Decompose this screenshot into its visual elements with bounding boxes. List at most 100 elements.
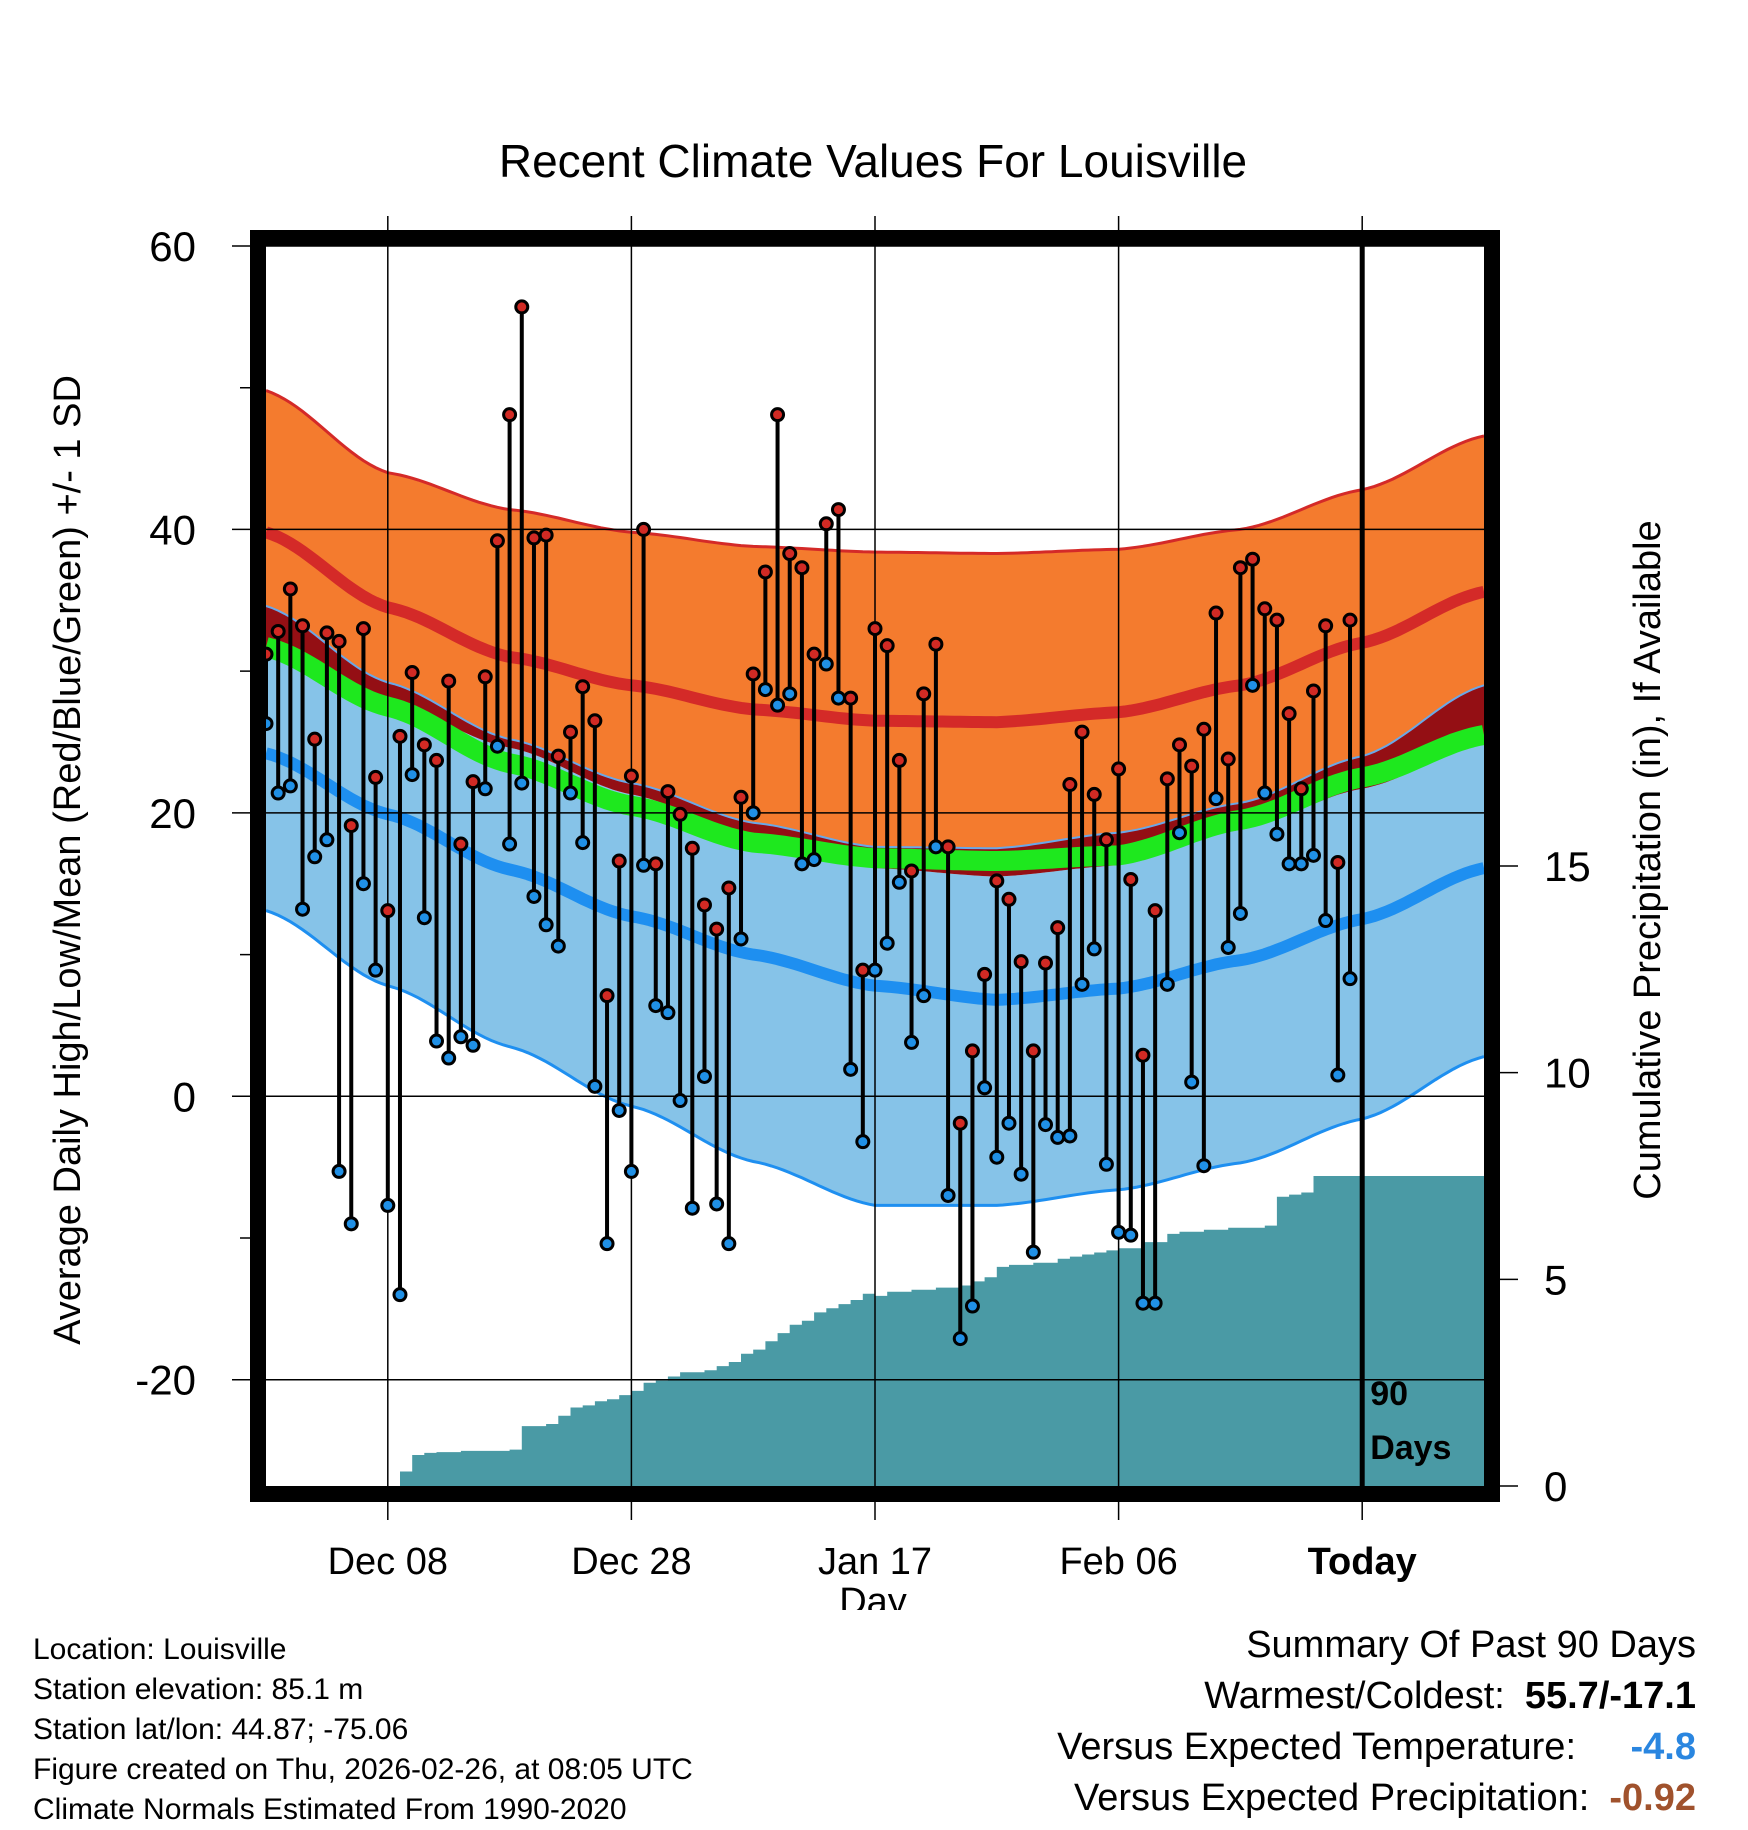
daily-high-point (1111, 761, 1127, 777)
x-tick-label: Jan 17 (818, 1541, 932, 1583)
daily-high-point (1038, 955, 1054, 971)
daily-low-point (1098, 1156, 1114, 1172)
daily-low-point (1196, 1158, 1212, 1174)
daily-high-point (709, 921, 725, 937)
daily-high-point (1086, 786, 1102, 802)
daily-high-point (1342, 612, 1358, 628)
temp-anomaly-label: Versus Expected Temperature: (1057, 1726, 1576, 1768)
daily-high-point (745, 666, 761, 682)
daily-high-point (1196, 721, 1212, 737)
daily-high-point (1074, 724, 1090, 740)
daily-low-point (295, 901, 311, 917)
daily-low-point (453, 1029, 469, 1045)
latlon-text: Station lat/lon: 44.87; -75.06 (33, 1713, 409, 1746)
daily-low-point (1111, 1224, 1127, 1240)
summary-warm-cold: Warmest/Coldest: 55.7/-17.1 (1057, 1671, 1696, 1722)
daily-low-point (757, 682, 773, 698)
y2-tick-label: 15 (1544, 843, 1591, 890)
daily-low-point (343, 1216, 359, 1232)
daily-high-point (282, 581, 298, 597)
location-text: Location: Louisville (33, 1633, 287, 1666)
daily-high-point (587, 713, 603, 729)
daily-high-point (684, 840, 700, 856)
daily-high-point (1147, 903, 1163, 919)
daily-low-point (806, 852, 822, 868)
daily-high-point (1305, 683, 1321, 699)
daily-low-point (1293, 856, 1309, 872)
daily-low-point (855, 1134, 871, 1150)
daily-high-point (855, 962, 871, 978)
today-days-number: 90 (1370, 1375, 1408, 1413)
daily-low-point (721, 1236, 737, 1252)
daily-high-point (672, 806, 688, 822)
daily-low-point (977, 1080, 993, 1096)
daily-low-point (684, 1200, 700, 1216)
daily-low-point (1342, 971, 1358, 987)
daily-low-point (879, 935, 895, 951)
daily-high-point (380, 903, 396, 919)
daily-low-point (636, 857, 652, 873)
daily-high-point (1172, 737, 1187, 753)
daily-low-point (1013, 1166, 1029, 1182)
daily-high-point (964, 1043, 980, 1059)
daily-high-point (1013, 954, 1029, 970)
daily-high-point (550, 748, 566, 764)
daily-high-point (1135, 1047, 1151, 1063)
daily-low-point (709, 1196, 725, 1212)
elevation-text: Station elevation: 85.1 m (33, 1673, 364, 1706)
daily-low-point (696, 1068, 712, 1084)
chart-title: Recent Climate Values For Louisville (499, 135, 1247, 187)
daily-low-point (1281, 856, 1297, 872)
daily-low-point (1220, 939, 1236, 955)
summary-precip: Versus Expected Precipitation: -0.92 (1057, 1773, 1696, 1824)
daily-high-point (526, 530, 542, 546)
daily-high-point (1098, 832, 1114, 848)
daily-low-point (307, 849, 323, 865)
daily-low-point (441, 1050, 457, 1066)
daily-high-point (489, 533, 505, 549)
daily-high-point (1123, 871, 1139, 887)
daily-high-point (1001, 891, 1017, 907)
daily-high-point (355, 621, 371, 637)
daily-high-point (392, 728, 408, 744)
daily-low-point (1232, 905, 1248, 921)
daily-low-point (1062, 1128, 1078, 1144)
daily-low-point (368, 962, 384, 978)
daily-high-point (1184, 758, 1200, 774)
daily-high-point (733, 789, 749, 805)
temp-anomaly-value: -4.8 (1630, 1726, 1696, 1768)
daily-low-point (319, 832, 335, 848)
y-tick-label: 20 (149, 790, 196, 837)
daily-high-point (721, 880, 737, 896)
daily-low-point (477, 781, 493, 797)
daily-low-point (1135, 1295, 1151, 1311)
daily-high-point (794, 560, 810, 576)
warm-cold-value: 55.7/-17.1 (1524, 1675, 1696, 1717)
daily-high-point (806, 646, 822, 662)
daily-low-point (745, 805, 761, 821)
y2-axis-label: Cumulative Precipitation (in), If Availa… (1627, 520, 1669, 1199)
daily-high-point (429, 752, 445, 768)
daily-high-point (1025, 1043, 1041, 1059)
daily-high-point (563, 724, 578, 740)
daily-high-point (368, 769, 384, 785)
daily-low-point (526, 888, 542, 904)
daily-high-point (331, 633, 347, 649)
daily-low-point (1172, 825, 1187, 841)
climate-chart: Recent Climate Values For Louisville 90 D… (47, 135, 1669, 1610)
daily-low-point (563, 785, 578, 801)
daily-low-point (380, 1197, 396, 1213)
daily-high-point (648, 856, 664, 872)
daily-high-point (1293, 781, 1309, 797)
x-tick-label: Dec 28 (571, 1541, 691, 1583)
daily-low-point (964, 1298, 980, 1314)
daily-high-point (843, 690, 859, 706)
daily-high-point (270, 623, 286, 639)
created-text: Figure created on Thu, 2026-02-26, at 08… (33, 1753, 693, 1786)
daily-low-point (1025, 1244, 1041, 1260)
daily-low-point (282, 778, 298, 794)
daily-low-point (331, 1163, 347, 1179)
daily-low-point (672, 1093, 688, 1109)
daily-low-point (465, 1037, 481, 1053)
daily-high-point (1318, 618, 1334, 634)
